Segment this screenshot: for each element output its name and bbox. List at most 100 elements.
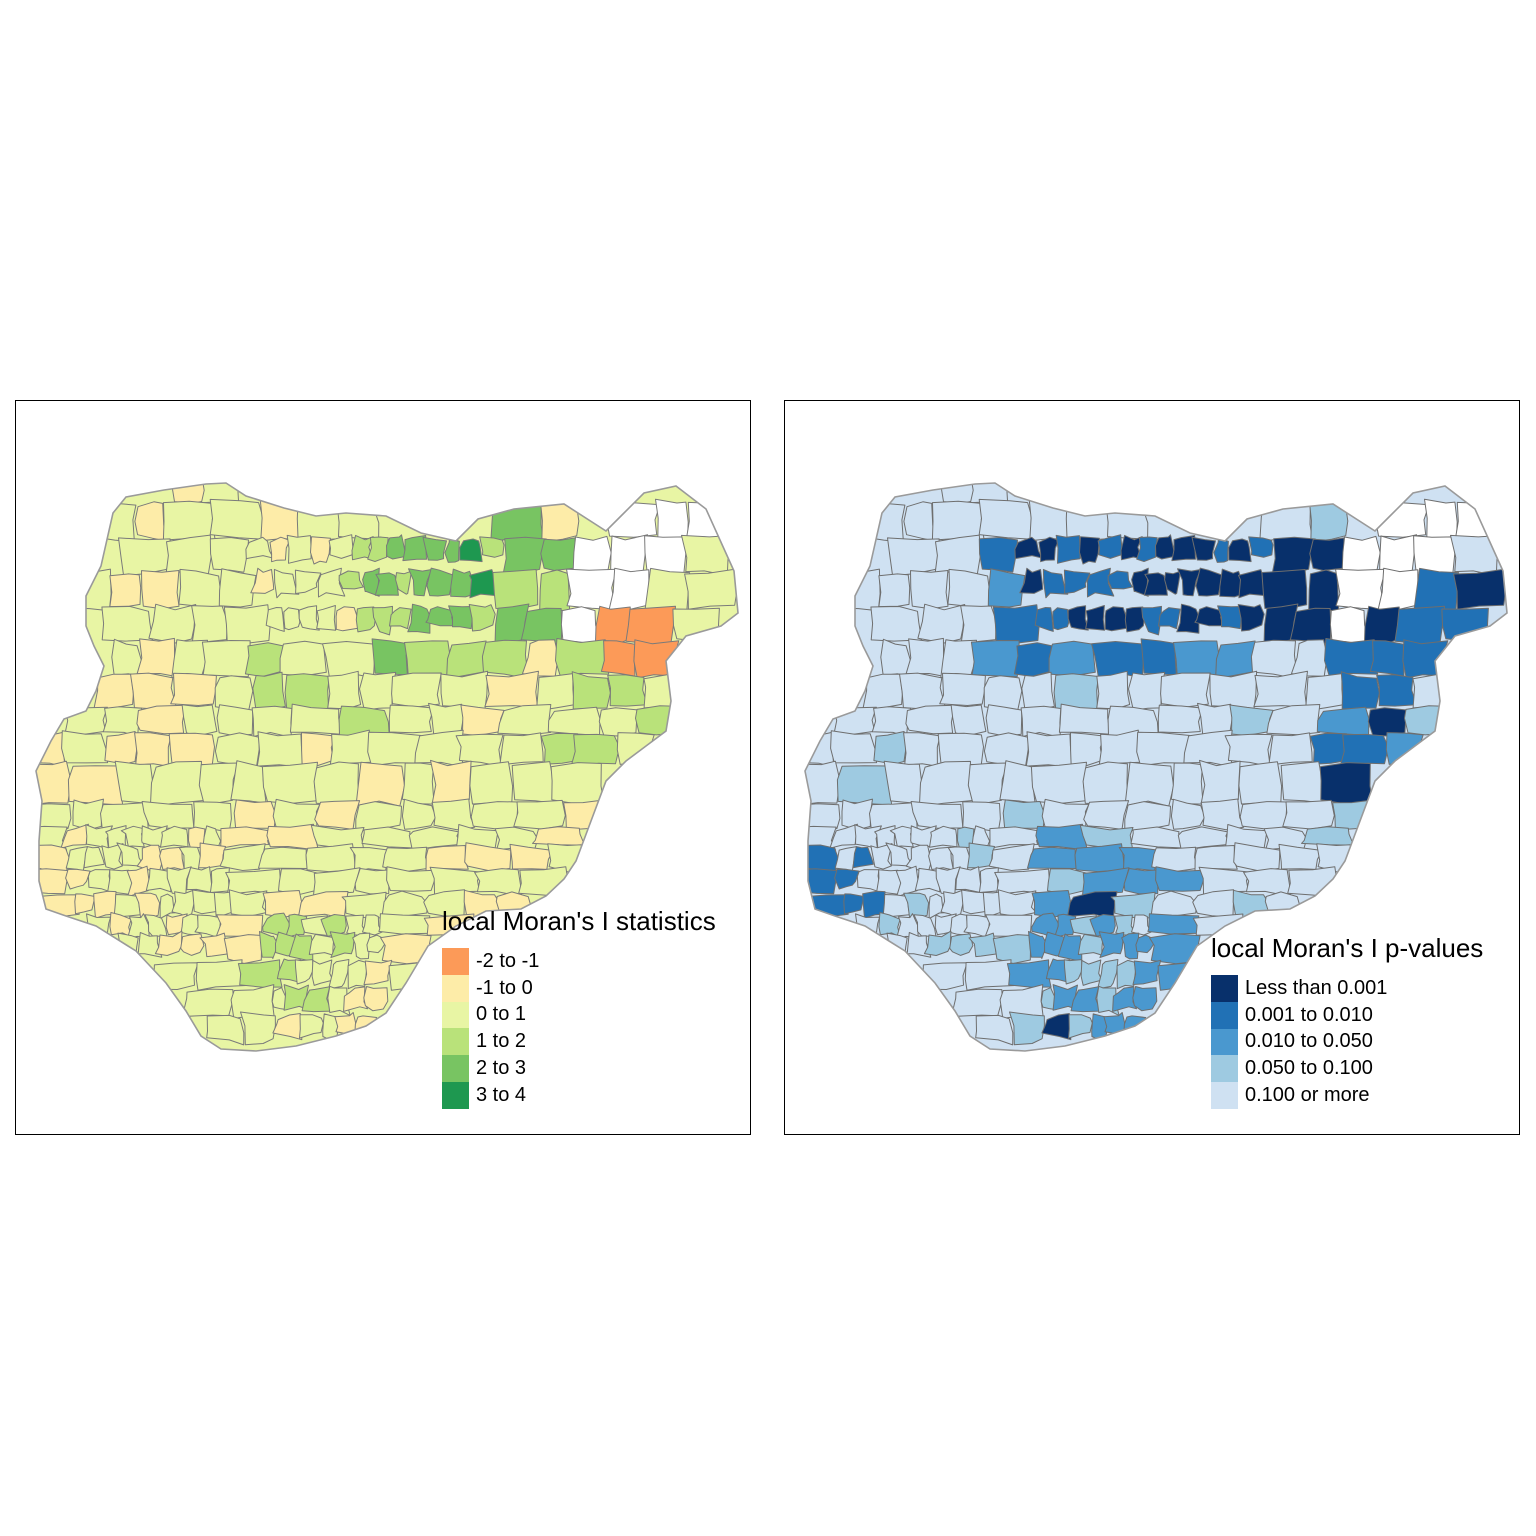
district-region: [1248, 536, 1274, 558]
district-region: [870, 606, 923, 642]
district-region: [1068, 1014, 1093, 1039]
district-region: [460, 704, 505, 736]
district-region: [960, 605, 997, 647]
district-region: [479, 536, 505, 558]
district-region: [1379, 534, 1418, 575]
district-region: [218, 568, 257, 608]
district-region: [259, 499, 302, 542]
district-region: [322, 641, 376, 679]
district-region: [1413, 567, 1460, 612]
district-region: [386, 866, 436, 892]
legend-label: 1 to 2: [476, 1030, 527, 1053]
district-region: [1191, 536, 1216, 561]
district-region: [906, 932, 932, 958]
district-region: [470, 801, 519, 832]
district-region: [999, 760, 1036, 804]
district-region: [1239, 801, 1288, 832]
district-region: [887, 537, 940, 577]
district-region: [136, 704, 187, 735]
district-region: [1028, 499, 1071, 542]
district-region: [841, 798, 873, 831]
district-region: [431, 798, 476, 831]
district-region: [805, 731, 834, 768]
district-region: [448, 605, 475, 630]
district-region: [563, 798, 610, 831]
district-region: [566, 568, 617, 611]
district-region: [272, 1013, 303, 1041]
district-region: [560, 606, 601, 646]
district-region: [104, 731, 138, 765]
district-region: [354, 1015, 378, 1040]
district-region: [464, 842, 512, 872]
district-region: [250, 567, 275, 594]
district-region: [955, 866, 983, 894]
district-region: [830, 730, 878, 764]
district-region: [171, 639, 208, 679]
district-region: [1367, 707, 1409, 737]
district-region: [381, 890, 428, 919]
district-region: [607, 674, 648, 707]
district-region: [1097, 959, 1119, 990]
district-region: [1289, 607, 1332, 646]
district-region: [1266, 704, 1321, 736]
district-region: [1253, 670, 1308, 708]
district-region: [919, 962, 968, 990]
legend-item: 1 to 2: [442, 1028, 716, 1056]
district-region: [206, 1014, 245, 1046]
district-region: [301, 732, 336, 767]
district-region: [266, 823, 319, 851]
district-region: [1013, 642, 1054, 677]
district-region: [1107, 570, 1133, 590]
legend-swatch: [1211, 975, 1238, 1002]
district-region: [1079, 536, 1100, 565]
district-region: [372, 605, 393, 636]
district-region: [1157, 961, 1195, 991]
district-region: [312, 867, 361, 897]
district-region: [570, 733, 620, 768]
district-region: [361, 826, 413, 849]
district-region: [1055, 534, 1081, 564]
district-region: [328, 959, 350, 990]
district-region: [355, 761, 406, 807]
district-region: [468, 604, 496, 632]
district-region: [502, 536, 547, 576]
district-region: [72, 798, 104, 831]
district-region: [93, 502, 137, 543]
legend-swatch: [1211, 1028, 1238, 1056]
district-region: [317, 567, 346, 598]
legend-title: local Moran's I statistics: [442, 906, 716, 936]
legend-label: Less than 0.001: [1245, 976, 1388, 999]
district-region: [145, 867, 172, 893]
map-panel-p-values: local Moran's I p-values Less than 0.001…: [784, 400, 1520, 1135]
district-region: [186, 866, 214, 894]
district-region: [1149, 933, 1201, 965]
map-panel-statistics: local Moran's I statistics -2 to -1 -1 t…: [15, 400, 751, 1135]
legend-item: 3 to 4: [442, 1081, 716, 1109]
district-region: [1271, 536, 1316, 576]
district-region: [992, 934, 1031, 964]
district-region: [294, 569, 322, 594]
legend-p-values: local Moran's I p-values Less than 0.001…: [1211, 933, 1483, 1109]
district-region: [141, 570, 180, 610]
legend-item: Less than 0.001: [1211, 975, 1483, 1002]
district-region: [388, 704, 435, 734]
district-region: [905, 704, 956, 735]
district-region: [165, 534, 213, 576]
district-region: [950, 704, 987, 737]
district-region: [1376, 674, 1417, 707]
district-region: [74, 893, 96, 915]
district-region: [1261, 569, 1308, 610]
district-region: [878, 573, 911, 608]
district-region: [1177, 568, 1202, 597]
district-region: [289, 703, 342, 735]
district-region: [1158, 607, 1181, 630]
district-region: [154, 930, 183, 956]
district-region: [314, 800, 361, 830]
legend-item: 0.001 to 0.010: [1211, 1001, 1483, 1029]
district-region: [233, 799, 277, 829]
district-region: [320, 914, 347, 937]
district-region: [871, 706, 912, 738]
district-region: [367, 731, 422, 767]
district-region: [1131, 567, 1149, 597]
legend-items: Less than 0.001 0.001 to 0.010 0.010 to …: [1211, 975, 1483, 1109]
